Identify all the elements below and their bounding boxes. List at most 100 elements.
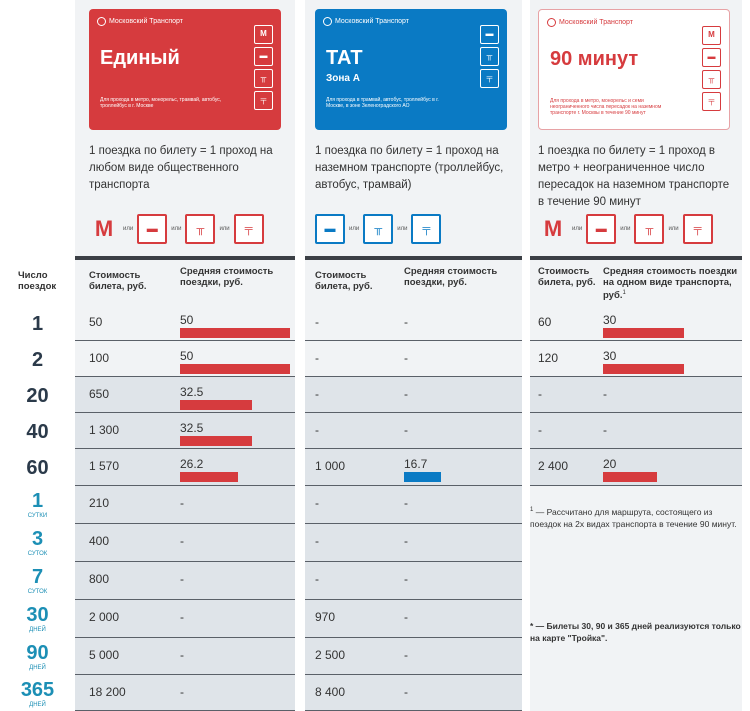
ticket-price: 2 400 xyxy=(538,459,569,473)
metro-icon: М xyxy=(94,216,114,241)
or-label: или xyxy=(668,226,679,232)
row-divider xyxy=(75,340,295,341)
metro-icon: М xyxy=(702,26,721,45)
trip-count: 1 xyxy=(0,313,75,336)
trip-count-value: 20 xyxy=(26,385,49,407)
row-divider xyxy=(530,412,742,413)
row-divider xyxy=(75,412,295,413)
row-band xyxy=(75,638,295,675)
or-label: или xyxy=(397,226,408,232)
row-divider xyxy=(305,340,522,341)
trip-count: 60 xyxy=(0,457,75,480)
row-divider xyxy=(75,376,295,377)
card-title: Единый xyxy=(100,47,180,69)
trip-count-unit: СУТОК xyxy=(27,589,48,595)
avg-trip-price: 32.5 xyxy=(180,421,204,435)
card-fine-print: Для прохода в метро, монорельс и семи не… xyxy=(550,98,662,116)
mostrans-logo-icon xyxy=(323,17,332,26)
header-rule-90min xyxy=(530,256,742,260)
ticket-price: - xyxy=(315,496,319,510)
avg-price-bar xyxy=(180,364,290,374)
avg-price-bar xyxy=(603,472,657,482)
brand-label: Московский Транспорт xyxy=(323,17,409,26)
ticket-price: 1 000 xyxy=(315,459,346,473)
or-label: или xyxy=(171,226,182,232)
tram-icon: ╤ xyxy=(480,69,499,88)
row-divider xyxy=(305,599,522,600)
or-label: или xyxy=(349,226,360,232)
card-icons: ▬ ╥ ╤ xyxy=(480,25,499,88)
row-divider xyxy=(305,376,522,377)
avg-trip-price: - xyxy=(180,496,184,510)
avg-trip-price: 32.5 xyxy=(180,385,204,399)
trip-count-unit: ДНЕЙ xyxy=(29,627,46,633)
row-band xyxy=(530,413,742,449)
row-band xyxy=(75,600,295,638)
ticket-price: 210 xyxy=(89,496,110,510)
trip-count: 1 СУТКИ xyxy=(0,490,75,520)
footnote-star: * — Билеты 30, 90 и 365 дней реализуются… xyxy=(530,621,741,643)
avg-trip-price: - xyxy=(404,351,408,365)
trip-count-unit: ДНЕЙ xyxy=(29,702,46,708)
trip-count: 30 ДНЕЙ xyxy=(0,604,75,634)
trip-count-unit: СУТОК xyxy=(27,551,48,557)
ticket-price: 18 200 xyxy=(89,685,126,699)
avg-price-bar xyxy=(180,436,252,446)
header-price-tat: Стоимость билета, руб. xyxy=(315,270,373,292)
card-title: ТАТ xyxy=(326,47,363,69)
mode-icons-tat: ▬ или ╥ или ╤ xyxy=(315,214,442,244)
ticket-price: 120 xyxy=(538,351,559,365)
avg-trip-price: - xyxy=(404,648,408,662)
ticket-price: 1 300 xyxy=(89,423,120,437)
description-90min: 1 поездка по билету = 1 проход в метро +… xyxy=(538,145,730,208)
row-band xyxy=(75,562,295,600)
brand-label: Московский Транспорт xyxy=(97,17,183,26)
ticket-price: 1 570 xyxy=(89,459,120,473)
header-avg-edinyi: Средняя стоимость поездки, руб. xyxy=(180,266,274,288)
trip-count-value: 90 xyxy=(26,642,49,664)
tram-icon: ╤ xyxy=(411,214,442,244)
ticket-price: - xyxy=(538,423,542,437)
tram-icon: ╤ xyxy=(233,214,264,244)
or-label: или xyxy=(123,226,134,232)
tram-icon: ╤ xyxy=(682,214,713,244)
row-divider xyxy=(305,412,522,413)
avg-trip-price: - xyxy=(404,423,408,437)
row-divider xyxy=(75,599,295,600)
avg-price-bar xyxy=(404,472,441,482)
ticket-price: - xyxy=(315,387,319,401)
trip-count: 40 xyxy=(0,421,75,444)
ticket-price: 400 xyxy=(89,534,110,548)
avg-price-bar xyxy=(180,472,238,482)
trolleybus-icon: ╥ xyxy=(185,214,216,244)
ticket-price: 650 xyxy=(89,387,110,401)
avg-trip-price: - xyxy=(180,685,184,699)
row-divider xyxy=(75,448,295,449)
description-tat: 1 поездка по билету = 1 проход на наземн… xyxy=(315,145,504,191)
row-band xyxy=(305,675,522,711)
card-fine-print: Для прохода в трамвай, автобус, троллейб… xyxy=(326,97,439,109)
trip-count: 90 ДНЕЙ xyxy=(0,642,75,672)
trolleybus-icon: ╥ xyxy=(480,47,499,66)
ticket-price: - xyxy=(315,534,319,548)
trip-count: 3 СУТОК xyxy=(0,528,75,558)
bus-icon: ▬ xyxy=(702,48,721,67)
avg-trip-price: - xyxy=(404,685,408,699)
row-divider xyxy=(305,523,522,524)
bus-icon: ▬ xyxy=(137,214,168,244)
trip-count-value: 30 xyxy=(26,604,49,626)
card-fine-print: Для прохода в метро, монорельс, трамвай,… xyxy=(100,97,222,109)
avg-trip-price: 50 xyxy=(180,313,194,327)
trip-count: 7 СУТОК xyxy=(0,566,75,596)
row-band xyxy=(305,600,522,638)
header-price-90min: Стоимость билета, руб. xyxy=(538,266,596,288)
row-divider xyxy=(305,674,522,675)
row-band xyxy=(305,486,522,524)
trip-count-unit: СУТКИ xyxy=(27,513,48,519)
row-divider xyxy=(75,523,295,524)
trip-count-value: 3 xyxy=(31,528,44,550)
row-band xyxy=(530,377,742,413)
trolleybus-icon: ╥ xyxy=(363,214,394,244)
trolleybus-icon: ╥ xyxy=(254,69,273,88)
trip-count-value: 1 xyxy=(31,313,44,335)
